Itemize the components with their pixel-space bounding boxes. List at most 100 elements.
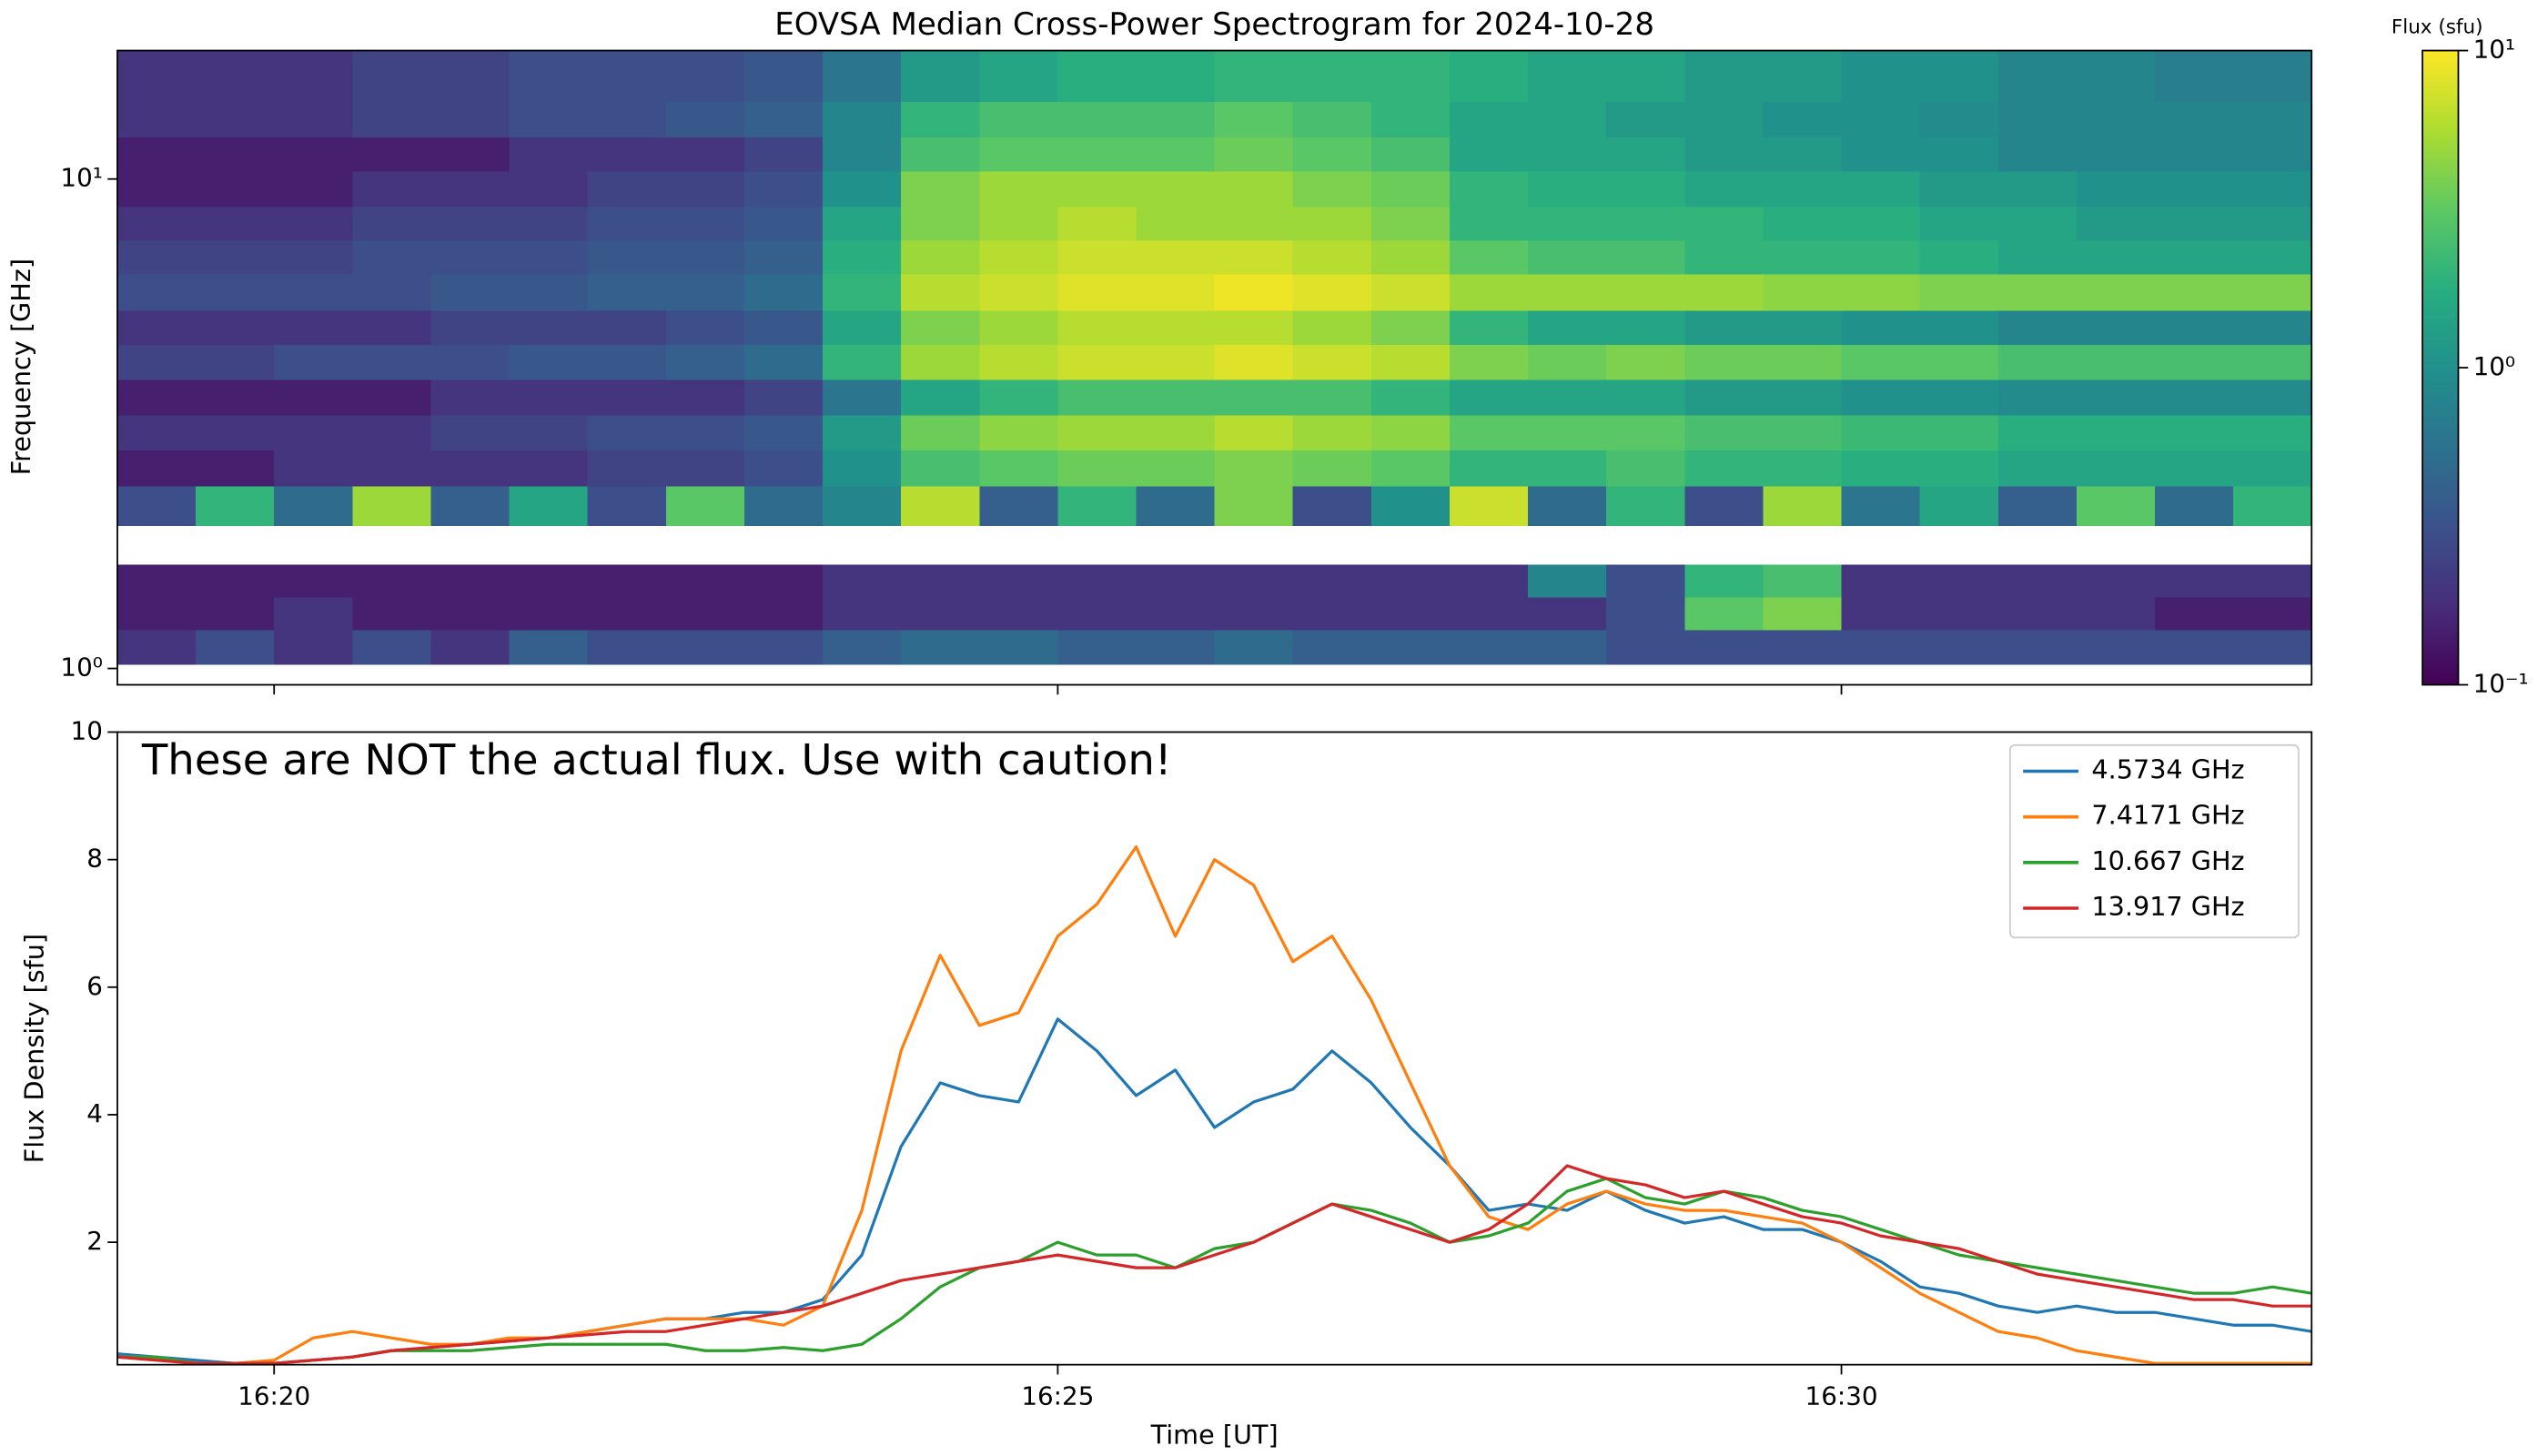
spectrogram-cell — [196, 629, 275, 665]
spectrogram-cell — [587, 485, 667, 527]
spectrogram-cell — [1136, 136, 1216, 172]
spectrogram-cell — [1763, 309, 1843, 345]
spectrogram-cell — [196, 206, 275, 241]
spectrogram-cell — [1763, 344, 1843, 380]
spectrogram-cell — [743, 450, 824, 487]
spectrogram-cell — [1841, 629, 1921, 665]
spectrogram-cell — [979, 596, 1059, 631]
spectrogram-cell — [1684, 414, 1764, 450]
spectrogram-cell — [1606, 239, 1686, 275]
spectrogram-cell — [1528, 344, 1607, 380]
spectrogram-cell — [1606, 170, 1686, 207]
spectrogram-cell — [2155, 344, 2234, 380]
spectrogram-cell — [274, 344, 354, 380]
spectrogram-cell — [2076, 170, 2156, 207]
spectrogram-cell — [979, 136, 1059, 172]
spectrogram-cell — [1214, 309, 1294, 345]
spectrogram-cell — [352, 450, 432, 487]
spectrogram-cell — [2155, 50, 2234, 103]
spectrogram-cell — [1841, 485, 1921, 527]
spectrogram-cell — [1684, 596, 1764, 631]
spectrogram-cell — [1370, 136, 1451, 172]
spectrogram-cell — [1684, 170, 1764, 207]
spectrogram-cell — [1919, 379, 1999, 416]
spectrogram-cell — [1292, 414, 1372, 450]
spectrogram-cell — [1057, 273, 1138, 311]
spectrogram-cell — [1841, 344, 1921, 380]
spectrogram-cell — [1763, 101, 1843, 137]
spectrogram-cell — [979, 170, 1059, 207]
spectrogram-cell — [2233, 629, 2312, 665]
spectrogram-cell — [1449, 170, 1529, 207]
spectrogram-cell — [1136, 239, 1216, 275]
spectrogram-cell — [2155, 596, 2234, 631]
spectrogram-cell — [430, 239, 511, 275]
spectrogram-cell — [1763, 596, 1843, 631]
spectrogram-cell — [1292, 450, 1372, 487]
spectrogram-cell — [352, 596, 432, 631]
spectrogram-cell — [2233, 170, 2312, 207]
series-line — [116, 1017, 2312, 1365]
spectrogram-cell — [743, 50, 824, 103]
spectrogram-cell — [352, 309, 432, 345]
spectrogram-cell — [979, 309, 1059, 345]
spectrogram-cell — [823, 450, 902, 487]
spectrogram-cell — [196, 309, 275, 345]
spectrogram-cell — [1919, 101, 1999, 137]
spectrogram-cell — [274, 309, 354, 345]
spectrogram-cell — [352, 485, 432, 527]
spectrogram-cell — [2233, 101, 2312, 137]
spectrogram-cell — [1370, 206, 1451, 241]
spectrogram-cell — [352, 239, 432, 275]
spectrogram-cell — [587, 50, 667, 103]
spectrogram-cell — [587, 450, 667, 487]
annotation: These are NOT the actual flux. Use with … — [141, 735, 1172, 784]
spectrogram-cell — [352, 136, 432, 172]
spectrogram-cell — [743, 170, 824, 207]
spectrogram-cell — [352, 629, 432, 665]
spectrogram-cell — [901, 101, 980, 137]
spectrogram-cell — [2076, 206, 2156, 241]
spectrogram-cell — [196, 170, 275, 207]
spectrogram-cell — [2076, 273, 2156, 311]
spectrogram-cell — [1370, 50, 1451, 103]
spectrogram-cell — [2233, 309, 2312, 345]
spectrogram-cell — [430, 629, 511, 665]
spectrogram-cell — [1684, 136, 1764, 172]
spectrogram-cell — [743, 564, 824, 598]
spectrogram-cell — [1841, 596, 1921, 631]
spectrogram-cell — [1763, 239, 1843, 275]
spectrogram-cell — [1684, 450, 1764, 487]
spectrogram-cell — [901, 629, 980, 665]
legend-box — [2008, 743, 2300, 939]
spectrogram-cell — [1370, 379, 1451, 416]
y-tick-label: 10¹ — [60, 163, 102, 193]
spectrogram-cell — [2076, 136, 2156, 172]
spectrogram-cell — [1528, 596, 1607, 631]
x-tick-label: 16:20 — [238, 1380, 310, 1410]
spectrogram-cell — [1919, 239, 1999, 275]
spectrogram-cell — [1057, 239, 1138, 275]
spectrogram-cell — [1919, 170, 1999, 207]
spectrogram-cell — [430, 101, 511, 137]
spectrogram-cell — [743, 309, 824, 345]
spectrogram-cell — [2155, 485, 2234, 527]
spectrogram-cell — [2076, 239, 2156, 275]
spectrogram-cell — [2155, 309, 2234, 345]
spectrogram-cell — [823, 136, 902, 172]
spectrogram-cell — [196, 50, 275, 103]
spectrogram-cell — [1528, 101, 1607, 137]
spectrogram-cell — [979, 50, 1059, 103]
spectrogram-cell — [274, 450, 354, 487]
spectrogram-cell — [1528, 50, 1607, 103]
x-axis-label: Time [UT] — [1150, 1419, 1279, 1450]
spectrogram-cell — [1136, 309, 1216, 345]
spectrogram-cell — [1684, 239, 1764, 275]
spectrogram-cell — [1136, 206, 1216, 241]
spectrogram-cell — [116, 414, 197, 450]
spectrogram-cell — [665, 101, 745, 137]
legend-label: 4.5734 GHz — [2091, 753, 2244, 784]
spectrogram-cell — [2233, 239, 2312, 275]
spectrogram-cell — [1606, 309, 1686, 345]
spectrogram-cell — [823, 485, 902, 527]
